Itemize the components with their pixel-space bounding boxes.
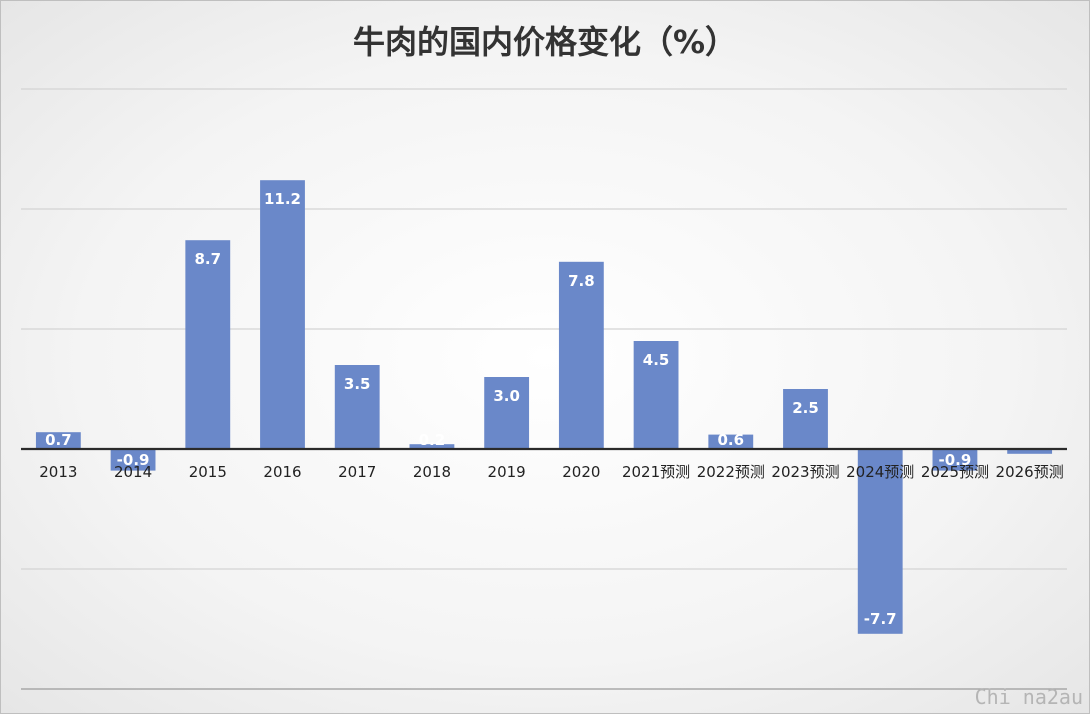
x-tick-label: 2024预测 bbox=[846, 463, 914, 481]
x-tick-label: 2017 bbox=[338, 463, 376, 481]
bar bbox=[932, 449, 978, 471]
chart-title: 牛肉的国内价格变化（%） bbox=[352, 23, 738, 61]
data-label: -0.9 bbox=[117, 451, 150, 469]
bar bbox=[484, 377, 530, 449]
bar bbox=[185, 240, 231, 449]
x-tick-label: 2019 bbox=[488, 463, 526, 481]
bar bbox=[857, 449, 903, 634]
data-label: 0.6 bbox=[717, 431, 744, 449]
data-label: 2.5 bbox=[792, 399, 819, 417]
data-label: 7.8 bbox=[568, 272, 595, 290]
bar bbox=[708, 434, 754, 449]
bar bbox=[633, 341, 679, 449]
x-tick-label: 2015 bbox=[189, 463, 227, 481]
data-label: -7.7 bbox=[864, 610, 897, 628]
x-tick-label: 2020 bbox=[562, 463, 600, 481]
x-tick-label: 2014 bbox=[114, 463, 152, 481]
bar bbox=[260, 180, 305, 449]
data-label: 4.5 bbox=[643, 351, 670, 369]
bar bbox=[1007, 449, 1053, 454]
data-label: 3.5 bbox=[344, 375, 371, 393]
bar bbox=[783, 389, 828, 449]
x-tick-label: 2023预测 bbox=[771, 463, 839, 481]
bar bbox=[409, 444, 455, 449]
data-label: 8.7 bbox=[194, 250, 221, 268]
data-label: 11.2 bbox=[264, 190, 301, 208]
x-tick-label: 2018 bbox=[413, 463, 451, 481]
bar bbox=[35, 432, 81, 449]
watermark-text: Chi na2au bbox=[974, 685, 1083, 709]
x-tick-label: 2021预测 bbox=[622, 463, 690, 481]
bar bbox=[558, 261, 604, 449]
x-tick-label: 2013 bbox=[39, 463, 77, 481]
bar bbox=[110, 449, 156, 471]
x-tick-label: 2022预测 bbox=[697, 463, 765, 481]
x-tick-label: 2025预测 bbox=[921, 463, 989, 481]
bar bbox=[334, 365, 380, 449]
data-label: 0.7 bbox=[45, 431, 72, 449]
data-label: 3.0 bbox=[493, 387, 520, 405]
data-label: 0.2 bbox=[419, 431, 446, 449]
data-label: -0.9 bbox=[939, 451, 972, 469]
x-tick-label: 2026预测 bbox=[996, 463, 1064, 481]
x-tick-label: 2016 bbox=[263, 463, 301, 481]
